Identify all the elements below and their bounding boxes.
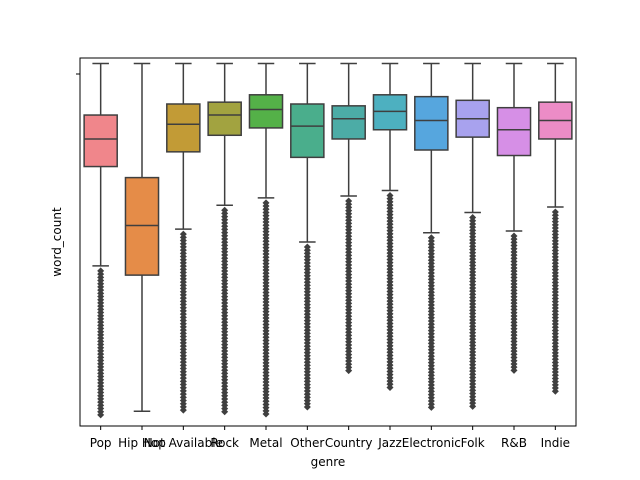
x-tick-label: Indie: [541, 436, 570, 450]
outlier-point: [262, 410, 270, 418]
outlier-point: [345, 367, 353, 375]
x-tick-label: Folk: [461, 436, 485, 450]
box-group: [538, 62, 573, 395]
box-body: [372, 94, 408, 131]
x-tick-label: Not Available: [144, 436, 223, 450]
box-group: [83, 62, 118, 419]
outlier-point: [427, 403, 435, 411]
x-tick-label: Rock: [210, 436, 239, 450]
box-group: [372, 62, 408, 391]
outlier-point: [221, 408, 229, 416]
box-group: [414, 62, 449, 411]
box-group: [331, 62, 366, 375]
x-tick-label: R&B: [501, 436, 527, 450]
outlier-point: [179, 406, 187, 414]
box-body: [207, 101, 242, 137]
outlier-point: [386, 383, 394, 391]
box-group: [248, 62, 284, 418]
box-body: [496, 106, 532, 157]
box-body: [124, 176, 160, 276]
box-group: [166, 62, 201, 414]
plot-frame: [79, 57, 577, 427]
box-body: [83, 114, 118, 168]
x-tick-label: Metal: [249, 436, 282, 450]
box-body: [331, 105, 366, 140]
outlier-point: [97, 411, 105, 419]
box-group: [496, 62, 532, 374]
x-tick-label: Country: [325, 436, 373, 450]
x-tick-label: Pop: [90, 436, 112, 450]
box-body: [290, 103, 325, 159]
x-tick-label: Hip Hop: [118, 436, 166, 450]
outlier-point: [510, 366, 518, 374]
outlier-point: [469, 402, 477, 410]
box-body: [414, 95, 449, 151]
outlier-point: [303, 403, 311, 411]
outlier-point: [551, 387, 559, 395]
x-axis-label: genre: [311, 455, 346, 469]
y-axis-label: word_count: [50, 207, 64, 277]
x-tick-label: Jazz: [377, 436, 402, 450]
box-group: [290, 62, 325, 411]
x-tick-label: Other: [290, 436, 324, 450]
box-body: [248, 94, 284, 129]
x-tick-label: Electronic: [402, 436, 461, 450]
boxes-layer: [83, 62, 573, 419]
box-group: [124, 62, 160, 413]
box-body: [166, 103, 201, 153]
box-group: [207, 62, 242, 416]
box-group: [455, 62, 490, 410]
